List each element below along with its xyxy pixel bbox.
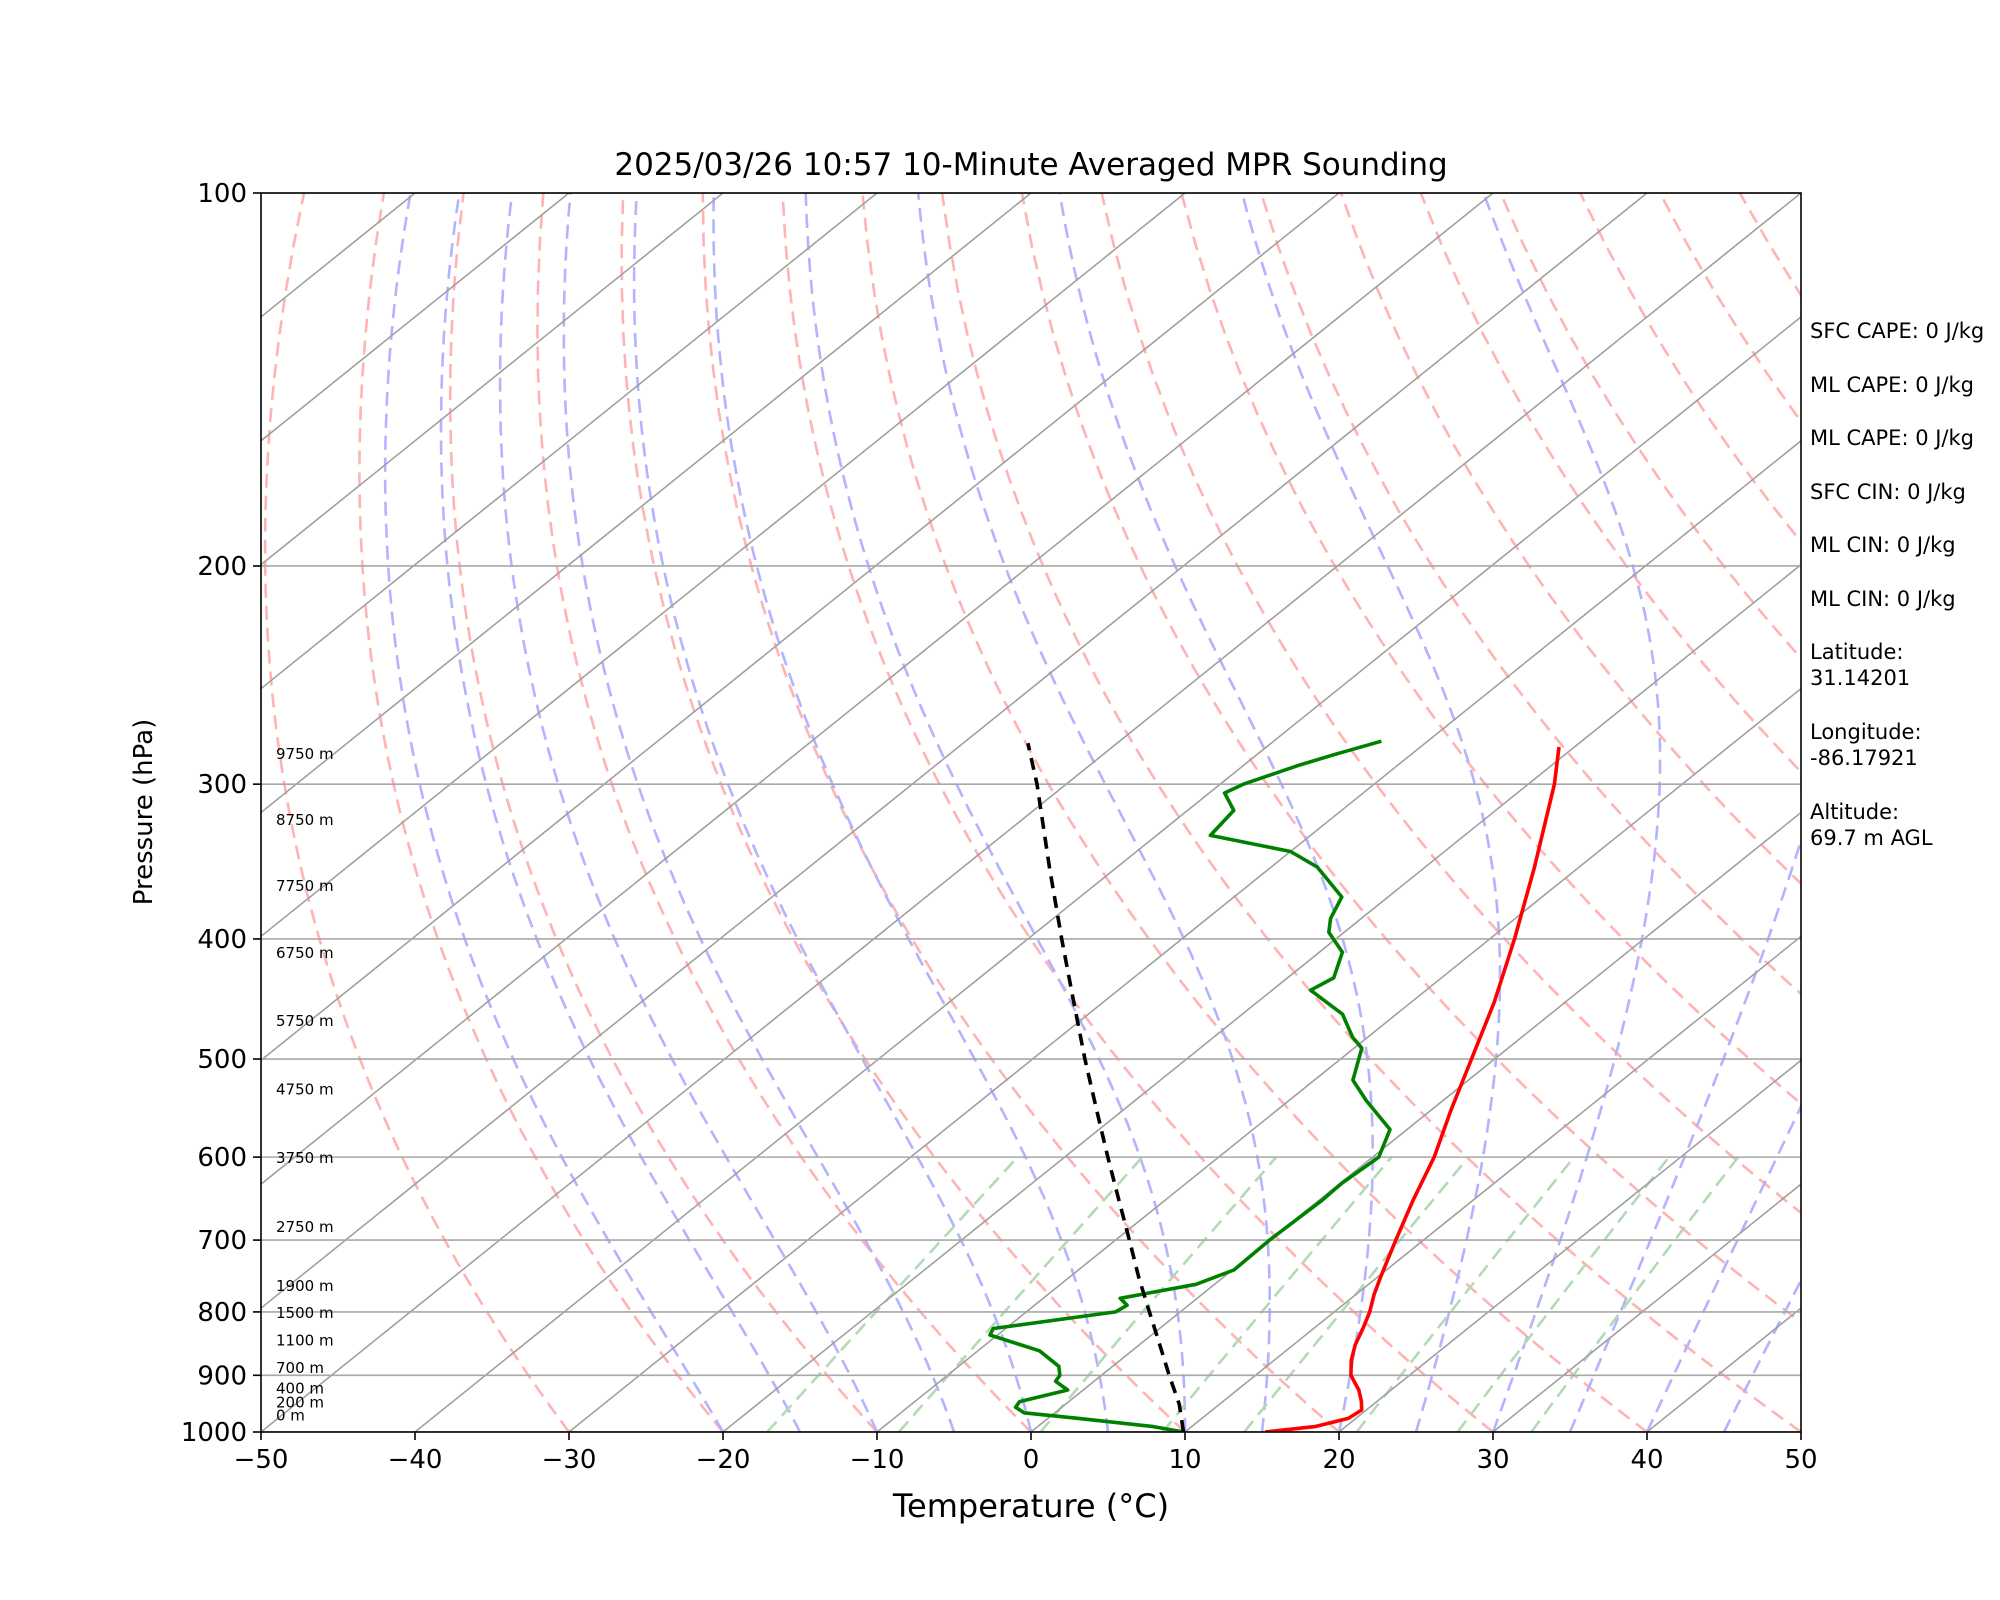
x-tick-label: 0	[1023, 1445, 1040, 1475]
mixing-ratio-line	[1530, 1156, 1740, 1432]
height-label: 3750 m	[276, 1149, 334, 1167]
x-tick-label: 50	[1784, 1445, 1817, 1475]
height-label: 4750 m	[276, 1080, 334, 1098]
isotherm-line	[261, 193, 1648, 1310]
moist-adiabat-line	[632, 193, 1033, 1432]
height-label: 6750 m	[276, 944, 334, 962]
isotherm-line	[1184, 935, 1801, 1432]
moist-adiabat-line	[1240, 193, 1502, 1432]
sounding-parameters-panel: SFC CAPE: 0 J/kg ML CAPE: 0 J/kg ML CAPE…	[1810, 318, 1995, 879]
height-label: 2750 m	[276, 1218, 334, 1236]
dry-adiabat-line	[861, 193, 1648, 1432]
dry-adiabat-line	[1020, 193, 1801, 1324]
moist-adiabat-line	[1645, 1103, 1801, 1432]
dry-adiabat-line	[1100, 193, 1801, 1215]
height-label: 1900 m	[276, 1277, 334, 1295]
isotherm-line	[1338, 1059, 1801, 1432]
latitude-text: Latitude: 31.14201	[1810, 640, 1911, 690]
dry-adiabat-line	[1419, 193, 1801, 774]
ml-cape-text-2: ML CAPE: 0 J/kg	[1810, 426, 1975, 450]
ml-cape-text: ML CAPE: 0 J/kg	[1810, 372, 1975, 397]
isotherm-line	[261, 193, 878, 690]
moist-adiabat-line	[439, 193, 802, 1432]
sfc-cape-text: SFC CAPE: 0 J/kg	[1810, 319, 1985, 343]
x-tick-label: −10	[850, 1445, 905, 1475]
isotherm-line	[414, 315, 1801, 1432]
x-tick-label: 40	[1630, 1445, 1663, 1475]
y-tick-label: 900	[197, 1361, 247, 1391]
isotherm-line	[1492, 1183, 1801, 1432]
y-tick-label: 400	[197, 925, 247, 955]
chart-title: 2025/03/26 10:57 10-Minute Averaged MPR …	[614, 147, 1447, 183]
temperature-profile-line	[1264, 746, 1561, 1432]
isotherm-line	[261, 193, 1032, 814]
ml-cin-text: ML CIN: 0 J/kg	[1810, 533, 1956, 557]
isotherm-line	[261, 193, 1494, 1186]
height-label: 5750 m	[276, 1012, 334, 1030]
y-tick-label: 1000	[181, 1418, 247, 1448]
height-label: 9750 m	[276, 745, 334, 763]
moist-adiabat-line	[1568, 193, 1801, 1432]
dry-adiabat-line	[701, 193, 1340, 1432]
altitude-text: Altitude: 69.7 m AGL	[1810, 800, 1933, 850]
dry-adiabat-line	[781, 193, 1494, 1432]
moist-adiabat-line	[712, 193, 1110, 1432]
height-label: 1100 m	[276, 1331, 334, 1349]
y-tick-label: 500	[197, 1045, 247, 1075]
longitude-text: Longitude: -86.17921	[1810, 720, 1922, 770]
mixing-ratio-line	[1456, 1156, 1670, 1432]
dry-adiabat-line	[358, 193, 724, 1432]
x-axis-label: Temperature (°C)	[892, 1487, 1169, 1525]
sfc-cin-text: SFC CIN: 0 J/kg	[1810, 479, 1966, 504]
y-tick-label: 600	[197, 1143, 247, 1173]
y-tick-label: 300	[197, 770, 247, 800]
height-label: 1500 m	[276, 1304, 334, 1322]
y-tick-label: 200	[197, 552, 247, 582]
height-label: 7750 m	[276, 877, 334, 895]
x-tick-label: 30	[1476, 1445, 1509, 1475]
y-axis-label: Pressure (hPa)	[129, 719, 159, 906]
y-tick-label: 800	[197, 1298, 247, 1328]
y-tick-label: 700	[197, 1226, 247, 1256]
isotherm-line	[261, 193, 1186, 938]
height-label: 400 m	[276, 1380, 324, 1398]
moist-adiabat-line	[562, 193, 956, 1432]
dewpoint-profile-line	[988, 739, 1392, 1432]
isotherm-line	[876, 687, 1801, 1432]
moist-adiabat-line	[1722, 1277, 1801, 1432]
height-label: 200 m	[276, 1394, 324, 1412]
x-tick-label: 10	[1168, 1445, 1201, 1475]
parcel-profile-line	[1026, 742, 1186, 1432]
dry-adiabat-line	[620, 193, 1186, 1432]
height-label: 8750 m	[276, 811, 334, 829]
ml-cin-text-2: ML CIN: 0 J/kg	[1810, 586, 1956, 611]
height-label: 0 m	[276, 1406, 305, 1424]
isotherm-line	[261, 193, 1801, 1432]
dry-adiabat-line	[448, 193, 878, 1432]
x-tick-label: −30	[542, 1445, 597, 1475]
height-label: 700 m	[276, 1359, 324, 1377]
isotherm-line	[261, 193, 1340, 1062]
dry-adiabat-line	[536, 193, 1032, 1432]
isotherm-line	[261, 193, 724, 566]
isotherm-line	[261, 193, 570, 442]
isotherm-line	[722, 563, 1801, 1432]
x-tick-label: −50	[234, 1445, 289, 1475]
dry-adiabat-line	[1259, 193, 1801, 996]
y-tick-label: 100	[197, 179, 247, 209]
x-tick-label: −40	[388, 1445, 443, 1475]
moist-adiabat-line	[383, 193, 725, 1432]
isotherm-line	[568, 439, 1801, 1432]
x-tick-label: −20	[696, 1445, 751, 1475]
moist-adiabat-line	[498, 193, 879, 1432]
dry-adiabat-line	[1339, 193, 1801, 886]
x-tick-label: 20	[1322, 1445, 1355, 1475]
